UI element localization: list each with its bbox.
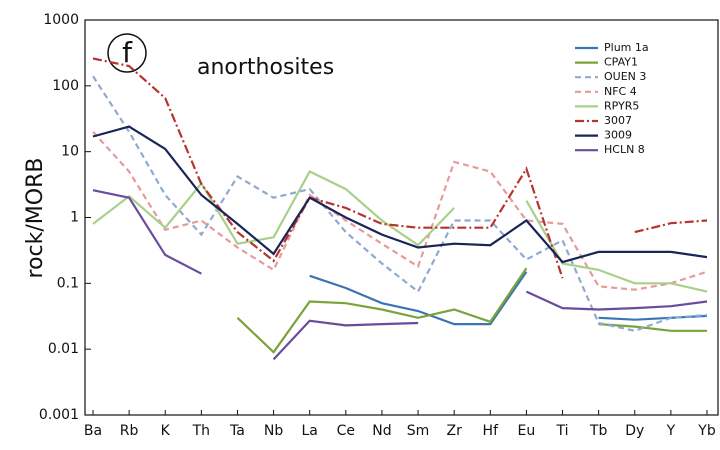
legend-label: HCLN 8 xyxy=(604,143,645,156)
x-tick-label: Rb xyxy=(120,423,139,439)
y-tick-label: 10 xyxy=(61,144,79,160)
x-tick-label: Ti xyxy=(556,423,569,439)
legend-label: NFC 4 xyxy=(604,85,637,98)
series-line xyxy=(92,131,708,291)
x-tick-label: Y xyxy=(666,423,676,439)
x-tick-label: Tb xyxy=(589,423,608,439)
panel-label: f xyxy=(122,36,133,69)
legend-label: 3007 xyxy=(604,114,632,127)
x-tick-label: La xyxy=(302,423,318,439)
legend-label: OUEN 3 xyxy=(604,70,646,83)
x-tick-label: Dy xyxy=(625,423,644,439)
y-tick-label: 0.1 xyxy=(57,275,79,291)
x-tick-label: Eu xyxy=(518,423,536,439)
x-tick-label: Nb xyxy=(264,423,283,439)
x-tick-label: K xyxy=(161,423,171,439)
y-tick-label: 100 xyxy=(52,78,79,94)
y-tick-label: 0.01 xyxy=(48,341,79,357)
x-tick-label: Hf xyxy=(483,423,500,439)
legend-label: Plum 1a xyxy=(604,41,649,54)
series-line xyxy=(92,125,708,264)
x-tick-label: Nd xyxy=(372,423,391,439)
series-line xyxy=(309,271,708,326)
y-tick-label: 1000 xyxy=(43,12,79,28)
x-tick-label: Ba xyxy=(84,423,102,439)
x-tick-label: Sm xyxy=(407,423,430,439)
series-line xyxy=(92,170,708,293)
legend-label: CPAY1 xyxy=(604,56,638,69)
series-line xyxy=(236,267,707,354)
annotation: anorthosites xyxy=(197,55,334,80)
y-tick-label: 0.001 xyxy=(39,407,79,423)
panel-circle xyxy=(107,33,147,73)
series-line xyxy=(92,75,708,332)
y-tick-label: 1 xyxy=(70,210,79,226)
y-axis-label: rock/MORB xyxy=(23,158,48,279)
x-tick-label: Yb xyxy=(697,423,716,439)
x-tick-label: Th xyxy=(192,423,210,439)
x-tick-label: Ta xyxy=(229,423,245,439)
x-tick-label: Zr xyxy=(446,423,462,439)
series-line xyxy=(92,57,708,279)
x-tick-label: Ce xyxy=(337,423,355,439)
legend-label: 3009 xyxy=(604,129,632,142)
series-line xyxy=(92,189,708,361)
legend-label: RPYR5 xyxy=(604,99,639,112)
